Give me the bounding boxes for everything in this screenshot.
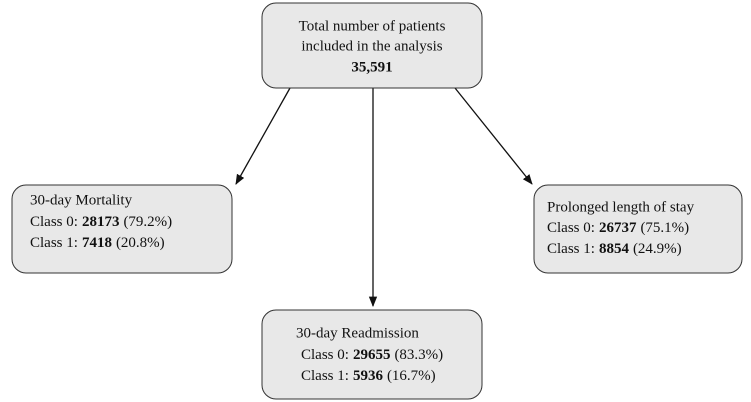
root-line: Total number of patients xyxy=(299,18,446,34)
root-box xyxy=(261,2,483,89)
node-row: Class 1: 8854 (24.9%) xyxy=(547,241,682,257)
row-pct: (24.9%) xyxy=(633,241,682,257)
row-count: 28173 xyxy=(82,214,120,230)
row-count: 7418 xyxy=(82,235,112,251)
arrow-left xyxy=(235,87,291,185)
row-pct: (75.1%) xyxy=(640,220,689,236)
row-pct: (20.8%) xyxy=(116,235,165,251)
row-count: 26737 xyxy=(599,220,637,236)
node-row: Class 0: 28173 (79.2%) xyxy=(30,214,172,230)
row-pct: (83.3%) xyxy=(394,347,443,363)
row-label: Class 0: xyxy=(301,347,349,363)
row-label: Class 1: xyxy=(547,241,595,257)
node-box xyxy=(533,184,743,274)
node-row: Class 1: 5936 (16.7%) xyxy=(301,368,436,384)
row-count: 29655 xyxy=(353,347,391,363)
node-row: Class 1: 7418 (20.8%) xyxy=(30,235,165,251)
node-row: Class 0: 29655 (83.3%) xyxy=(301,347,443,363)
node-row: Class 0: 26737 (75.1%) xyxy=(547,220,689,236)
node-box xyxy=(261,309,483,400)
row-label: Class 1: xyxy=(301,368,349,384)
row-pct: (79.2%) xyxy=(123,214,172,230)
row-label: Class 1: xyxy=(30,235,78,251)
arrow-right xyxy=(454,87,533,185)
row-label: Class 0: xyxy=(547,220,595,236)
node-box xyxy=(11,184,233,274)
node-title: 30-day Readmission xyxy=(296,325,419,341)
root-line: included in the analysis xyxy=(301,38,442,54)
row-pct: (16.7%) xyxy=(387,368,436,384)
row-count: 5936 xyxy=(353,368,384,384)
root-count: 35,591 xyxy=(351,59,392,75)
node-title: 30-day Mortality xyxy=(30,192,133,208)
row-label: Class 0: xyxy=(30,214,78,230)
node-title: Prolonged length of stay xyxy=(547,199,695,215)
row-count: 8854 xyxy=(599,241,630,257)
